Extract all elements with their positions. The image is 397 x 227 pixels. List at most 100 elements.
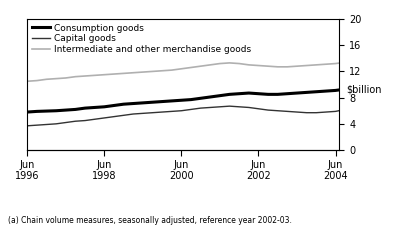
Line: Consumption goods: Consumption goods: [27, 68, 397, 112]
Intermediate and other merchandise goods: [170, 69, 174, 72]
Capital goods: [121, 114, 126, 117]
Consumption goods: [64, 109, 68, 111]
Intermediate and other merchandise goods: [372, 57, 376, 60]
Capital goods: [112, 115, 116, 118]
Intermediate and other merchandise goods: [295, 65, 299, 68]
Consumption goods: [324, 90, 328, 92]
Consumption goods: [102, 106, 107, 108]
Text: Jun
1996: Jun 1996: [15, 160, 39, 181]
Consumption goods: [391, 75, 396, 78]
Capital goods: [391, 90, 396, 92]
Intermediate and other merchandise goods: [324, 63, 328, 66]
Intermediate and other merchandise goods: [92, 74, 97, 77]
Capital goods: [353, 106, 357, 108]
Capital goods: [324, 111, 328, 114]
Capital goods: [266, 109, 270, 111]
Capital goods: [64, 121, 68, 124]
Capital goods: [276, 109, 280, 112]
Consumption goods: [276, 93, 280, 96]
Intermediate and other merchandise goods: [121, 72, 126, 75]
Intermediate and other merchandise goods: [208, 64, 213, 66]
Intermediate and other merchandise goods: [131, 71, 136, 74]
Intermediate and other merchandise goods: [198, 65, 203, 68]
Legend: Consumption goods, Capital goods, Intermediate and other merchandise goods: Consumption goods, Capital goods, Interm…: [32, 24, 251, 54]
Consumption goods: [179, 99, 184, 102]
Consumption goods: [150, 101, 155, 104]
Consumption goods: [362, 83, 367, 86]
Capital goods: [189, 108, 193, 111]
Consumption goods: [54, 109, 58, 112]
Intermediate and other merchandise goods: [276, 65, 280, 68]
Intermediate and other merchandise goods: [44, 78, 49, 81]
Consumption goods: [372, 81, 376, 83]
Consumption goods: [295, 92, 299, 94]
Intermediate and other merchandise goods: [141, 71, 145, 74]
Intermediate and other merchandise goods: [237, 62, 241, 65]
Intermediate and other merchandise goods: [102, 73, 107, 76]
Consumption goods: [112, 104, 116, 107]
Capital goods: [141, 112, 145, 115]
Consumption goods: [189, 98, 193, 101]
Consumption goods: [353, 86, 357, 89]
Capital goods: [247, 106, 251, 109]
Consumption goods: [381, 78, 386, 81]
Capital goods: [150, 111, 155, 114]
Capital goods: [295, 111, 299, 114]
Intermediate and other merchandise goods: [256, 64, 261, 67]
Capital goods: [83, 119, 87, 122]
Consumption goods: [73, 108, 78, 111]
Intermediate and other merchandise goods: [304, 64, 309, 67]
Intermediate and other merchandise goods: [189, 66, 193, 69]
Capital goods: [333, 110, 338, 113]
Consumption goods: [25, 111, 30, 114]
Text: Jun
2002: Jun 2002: [246, 160, 271, 181]
Consumption goods: [227, 93, 232, 96]
Capital goods: [372, 98, 376, 100]
Consumption goods: [131, 102, 136, 105]
Text: Jun
1998: Jun 1998: [92, 160, 117, 181]
Capital goods: [198, 107, 203, 109]
Capital goods: [160, 111, 164, 114]
Consumption goods: [160, 100, 164, 103]
Intermediate and other merchandise goods: [391, 54, 396, 56]
Intermediate and other merchandise goods: [179, 67, 184, 70]
Consumption goods: [285, 92, 290, 95]
Consumption goods: [304, 91, 309, 94]
Intermediate and other merchandise goods: [112, 73, 116, 75]
Consumption goods: [83, 107, 87, 109]
Capital goods: [362, 101, 367, 104]
Intermediate and other merchandise goods: [25, 80, 30, 83]
Intermediate and other merchandise goods: [343, 61, 347, 64]
Capital goods: [343, 108, 347, 111]
Text: Jun
2004: Jun 2004: [323, 160, 348, 181]
Consumption goods: [237, 92, 241, 95]
Capital goods: [218, 106, 222, 108]
Capital goods: [285, 110, 290, 113]
Line: Capital goods: Capital goods: [27, 79, 397, 126]
Intermediate and other merchandise goods: [381, 55, 386, 58]
Capital goods: [314, 111, 319, 114]
Intermediate and other merchandise goods: [285, 65, 290, 68]
Capital goods: [54, 123, 58, 125]
Capital goods: [227, 105, 232, 108]
Intermediate and other merchandise goods: [353, 59, 357, 62]
Consumption goods: [92, 106, 97, 109]
Intermediate and other merchandise goods: [218, 62, 222, 65]
Capital goods: [381, 94, 386, 96]
Consumption goods: [218, 94, 222, 97]
Intermediate and other merchandise goods: [333, 62, 338, 65]
Consumption goods: [170, 100, 174, 102]
Intermediate and other merchandise goods: [54, 77, 58, 80]
Consumption goods: [333, 89, 338, 92]
Capital goods: [304, 111, 309, 114]
Intermediate and other merchandise goods: [150, 70, 155, 73]
Consumption goods: [35, 110, 39, 113]
Capital goods: [92, 118, 97, 121]
Text: Jun
2000: Jun 2000: [169, 160, 194, 181]
Capital goods: [102, 117, 107, 119]
Capital goods: [179, 109, 184, 112]
Capital goods: [73, 120, 78, 123]
Capital goods: [170, 110, 174, 113]
Consumption goods: [198, 97, 203, 100]
Consumption goods: [314, 90, 319, 93]
